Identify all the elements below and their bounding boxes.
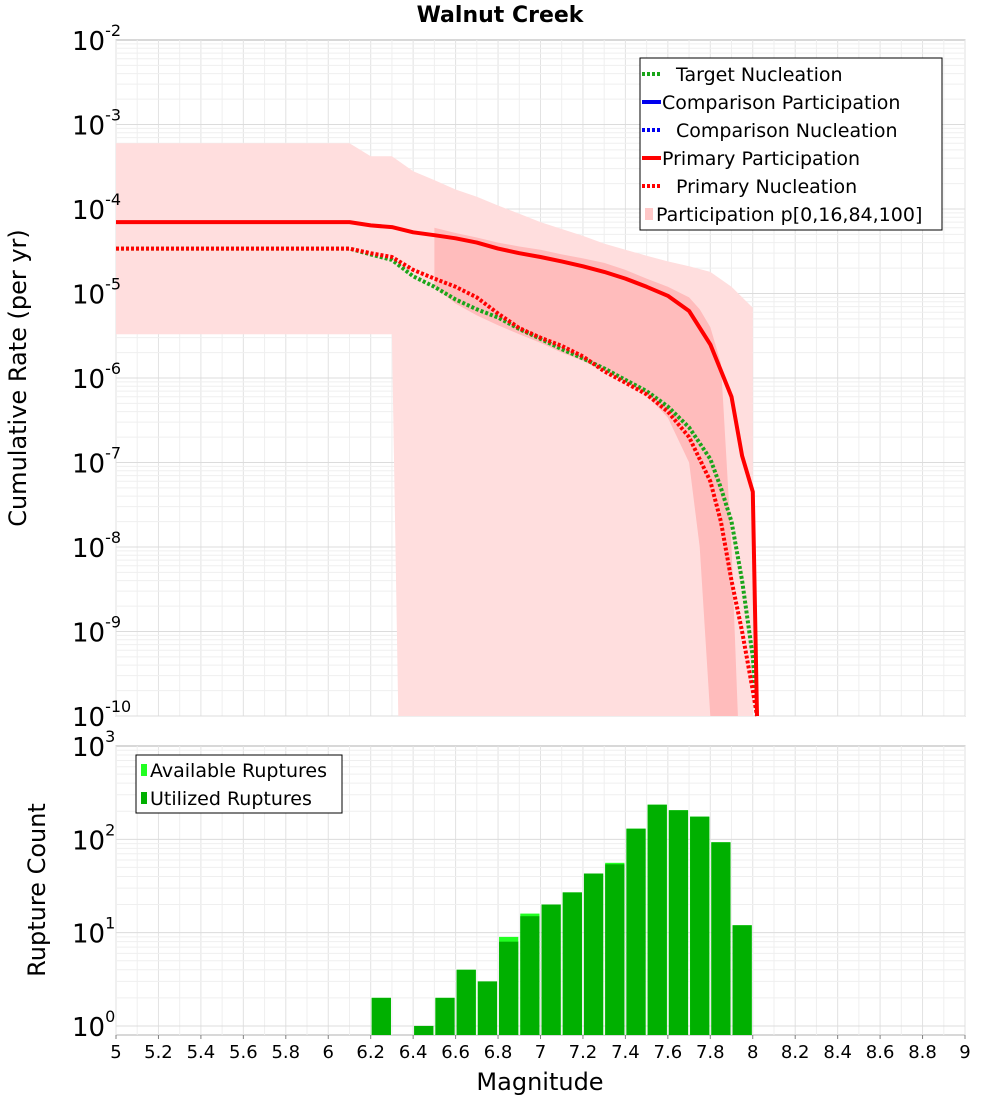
y-tick-label: 102: [72, 820, 115, 856]
x-tick-label: 6.8: [484, 1042, 513, 1063]
bar-utilized: [668, 810, 689, 1035]
bar-utilized: [626, 828, 646, 1035]
legend-swatch: [141, 792, 147, 804]
legend-box: [639, 57, 943, 231]
bar-utilized: [414, 1025, 434, 1035]
legend-swatch: [645, 208, 653, 220]
bar-utilized: [477, 981, 498, 1035]
bar-utilized: [499, 941, 519, 1035]
y-tick-label: 10-6: [72, 359, 121, 395]
x-tick-label: 8.2: [781, 1042, 810, 1063]
bar-utilized: [562, 892, 582, 1035]
bar-utilized: [541, 904, 561, 1035]
y-tick-label: 10-8: [72, 528, 121, 564]
bar-utilized: [690, 816, 710, 1035]
x-tick-label: 8.6: [866, 1042, 895, 1063]
bar-utilized: [583, 873, 604, 1035]
x-tick-label: 6.6: [441, 1042, 470, 1063]
y-tick-label: 10-10: [72, 697, 131, 733]
top-legend: Target Nucleation Comparison Participatio…: [639, 57, 943, 231]
y-tick-label: 10-5: [72, 275, 121, 311]
bottom-grid: [115, 746, 966, 1035]
y-tick-label: 10-3: [72, 106, 121, 142]
legend-label: Utilized Ruptures: [150, 788, 312, 810]
y-tick-label: 101: [72, 914, 115, 950]
bottom-y-ticks: 100 101 102 103: [72, 727, 115, 1043]
legend-label: Target Nucleation: [675, 64, 843, 86]
legend-label: Primary Nucleation: [676, 176, 857, 198]
x-tick-label: 7.2: [569, 1042, 598, 1063]
x-tick-label: 6: [323, 1042, 334, 1063]
x-axis-label: Magnitude: [476, 1068, 603, 1096]
y-tick-label: 10-2: [72, 21, 121, 57]
bar-utilized: [456, 969, 476, 1035]
x-tick-label: 7.6: [654, 1042, 683, 1063]
x-tick-label: 8.4: [823, 1042, 852, 1063]
x-tick-label: 7.4: [611, 1042, 640, 1063]
bar-utilized: [732, 925, 752, 1035]
y-tick-label: 100: [72, 1007, 115, 1043]
y-tick-label: 10-9: [72, 613, 121, 649]
top-series: [116, 220, 759, 717]
bar-utilized: [371, 997, 391, 1035]
legend-label: Participation p[0,16,84,100]: [656, 204, 922, 226]
series-primary-participation: [116, 220, 759, 717]
x-tick-label: 5.6: [229, 1042, 258, 1063]
chart-title: Walnut Creek: [417, 3, 585, 28]
series-primary-nucleation: [116, 246, 759, 717]
top-panel: 10-10 10-9 10-8 10-7 10-6 10-5 10-4 10-3 10-2 Cu…: [4, 21, 966, 733]
x-tick-label: 9: [959, 1042, 970, 1063]
band-p16-p84: [434, 227, 738, 716]
bottom-legend: Available Ruptures Utilized Ruptures: [135, 754, 343, 814]
bar-utilized: [647, 804, 667, 1035]
legend-label: Comparison Nucleation: [676, 120, 898, 142]
x-tick-label: 8: [747, 1042, 758, 1063]
x-tick-label: 5: [110, 1042, 121, 1063]
bar-utilized: [520, 916, 540, 1035]
legend-label: Available Ruptures: [150, 760, 327, 782]
x-tick-label: 7.8: [696, 1042, 725, 1063]
x-tick-label: 5.8: [271, 1042, 300, 1063]
x-ticks: 5 5.2 5.4 5.6 5.8 6 6.2 6.4 6.6 6.8 7 7.2 7.4 7.6 7.8 8…: [110, 1035, 971, 1063]
y-tick-label: 103: [72, 727, 115, 763]
y-tick-label: 10-7: [72, 444, 121, 480]
x-tick-label: 8.8: [908, 1042, 937, 1063]
bottom-bars: [371, 804, 752, 1035]
x-tick-label: 6.2: [356, 1042, 385, 1063]
legend-box: [135, 754, 343, 814]
x-tick-label: 5.4: [187, 1042, 216, 1063]
bar-utilized: [435, 997, 455, 1035]
x-tick-label: 6.4: [399, 1042, 428, 1063]
legend-label: Primary Participation: [662, 148, 860, 170]
legend-label: Comparison Participation: [662, 92, 900, 114]
series-target-nucleation: [116, 246, 759, 717]
top-bands: [116, 143, 753, 716]
top-y-axis-label: Cumulative Rate (per yr): [4, 229, 32, 527]
y-tick-label: 10-4: [72, 190, 121, 226]
bar-utilized: [605, 864, 625, 1035]
bottom-panel: 100 101 102 103 5 5.2 5.4 5.6 5.8 6 6.2 6.4 6.6 6.8 7…: [23, 727, 971, 1096]
legend-swatch: [141, 764, 147, 776]
x-tick-label: 5.2: [144, 1042, 173, 1063]
x-tick-label: 7: [535, 1042, 546, 1063]
bar-utilized: [711, 842, 731, 1035]
bottom-y-axis-label: Rupture Count: [23, 803, 51, 977]
